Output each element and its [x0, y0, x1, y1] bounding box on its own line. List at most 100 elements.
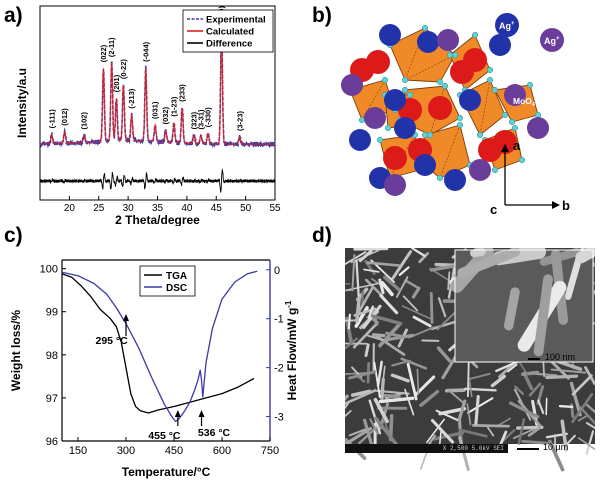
peak-label: (1-23)	[169, 96, 178, 117]
peak-label: (-111)	[47, 109, 56, 129]
nanorod	[345, 319, 359, 322]
nanorod	[585, 430, 595, 455]
tga-series-line	[61, 273, 255, 414]
xrd-chart: 20 25 30 35 40 45 50 55 2 Theta/degree Intensity/…	[15, 5, 281, 226]
nanorod	[436, 346, 452, 363]
nanorod	[577, 437, 595, 451]
blue-ag-atom	[444, 169, 466, 191]
y-axis-label: Intensity/a.u	[15, 68, 29, 138]
x-axis-label: Temperature/°C	[122, 465, 211, 479]
oxygen-node	[358, 116, 366, 124]
oxygen-node	[376, 136, 384, 144]
polyhedron-edge	[361, 79, 386, 121]
axis-b-label: b	[562, 198, 570, 213]
nanorod	[458, 428, 488, 438]
peak-label: (102)	[80, 112, 89, 130]
nanorod	[390, 373, 410, 383]
peak-label: (3-31)	[196, 109, 205, 130]
axis-c-label: c	[490, 202, 497, 217]
nanorod	[400, 357, 428, 370]
x-tick-label: 50	[240, 203, 252, 214]
inset-nanorod	[575, 248, 595, 264]
oxygen-node	[381, 76, 389, 84]
y2-tick-label: -1	[274, 314, 284, 326]
blue-ag-atom	[417, 31, 439, 53]
nanorod	[363, 418, 374, 447]
x-tick-label: 750	[261, 445, 279, 457]
nanorod	[348, 370, 377, 380]
nanorod	[502, 429, 516, 442]
calculated-series-line	[40, 29, 275, 145]
nanorod	[404, 279, 419, 289]
nanorod	[429, 291, 434, 324]
purple-ag-atom	[527, 117, 549, 139]
legend-ag-label: Ag+	[544, 36, 560, 46]
legend-entry: TGA	[166, 271, 187, 282]
crystal-structure-diagram: Ag+Ag+Ag+MoO42-abc	[341, 13, 570, 217]
nanorod	[406, 362, 418, 401]
y-tick-label: 96	[46, 436, 58, 448]
oxygen-node	[471, 31, 479, 39]
nanorod	[351, 253, 356, 292]
oxygen-node	[486, 66, 494, 74]
nanorod	[430, 320, 457, 331]
purple-ag-atom	[341, 74, 363, 96]
nanorod	[458, 436, 470, 471]
nanorod	[345, 410, 352, 418]
red-ag-atom	[493, 130, 517, 154]
nanorod	[550, 368, 587, 374]
peak-label: (2-11)	[107, 37, 116, 57]
axis-a-label: a	[513, 138, 521, 153]
charge-superscript: +	[511, 21, 515, 27]
blue-ag-atom	[459, 89, 481, 111]
nanorod	[585, 422, 595, 430]
peak-label: (3-23)	[235, 110, 244, 131]
inset-scale-bar	[528, 358, 540, 360]
nanorod	[509, 401, 540, 419]
nanorod	[565, 434, 576, 446]
experimental-series-line	[39, 28, 276, 149]
x-tick-label: 20	[64, 203, 76, 214]
nanorod	[435, 409, 459, 422]
oxygen-node	[491, 86, 499, 94]
y2-tick-label: -3	[274, 412, 284, 424]
nanorod	[350, 389, 372, 397]
nanorod	[472, 423, 510, 428]
nanorod	[353, 248, 389, 251]
inset-nanorod	[470, 248, 486, 258]
nanorod	[467, 397, 494, 414]
nanorod	[402, 295, 419, 312]
nanorod	[366, 261, 401, 267]
nanorod	[364, 278, 384, 298]
red-ag-atom	[463, 48, 487, 72]
oxygen-node	[446, 51, 454, 59]
nanorod	[499, 430, 508, 445]
purple-ag-atom	[504, 84, 526, 106]
nanorod	[356, 286, 374, 316]
nanorod	[463, 387, 497, 392]
legend-entry: Calculated	[206, 27, 254, 38]
main-scale-label: 10 µm	[543, 442, 569, 452]
nanorod	[486, 426, 495, 437]
y2-tick-label: -2	[274, 363, 284, 375]
oxygen-node	[436, 78, 444, 86]
nanorod	[367, 305, 374, 320]
nanorod	[412, 315, 432, 328]
nanorod	[560, 419, 569, 452]
nanorod	[398, 266, 410, 276]
nanorod	[418, 252, 430, 264]
nanorod	[355, 259, 360, 297]
nanorod	[384, 333, 415, 342]
nanorod	[507, 363, 518, 373]
x-tick-label: 600	[213, 445, 231, 457]
peak-label: (031)	[151, 101, 160, 119]
charge-superscript: +	[505, 60, 509, 66]
oxygen-node	[421, 131, 429, 139]
legend-ag-purple	[540, 28, 564, 52]
nanorod	[345, 426, 373, 447]
nanorod	[391, 359, 411, 367]
nanorod	[385, 331, 404, 338]
annotation-label: 295 °C	[95, 335, 128, 347]
nanorod	[378, 323, 401, 348]
y2-axis-label: Heat Flow/mW g-1	[284, 300, 299, 400]
